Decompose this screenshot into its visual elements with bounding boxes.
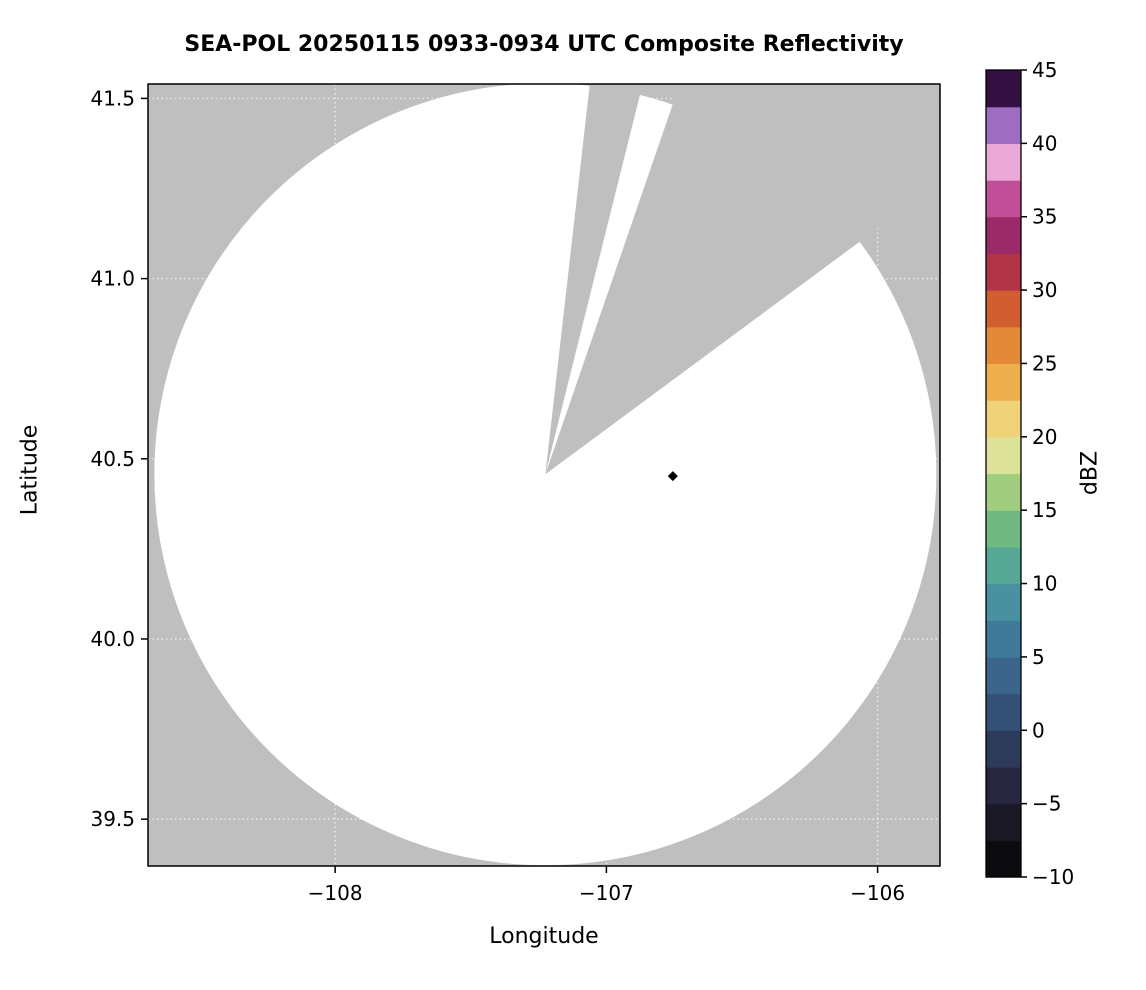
colorbar-segment — [986, 473, 1021, 511]
colorbar-tick-label: −10 — [1032, 865, 1074, 889]
colorbar-segment — [986, 583, 1021, 621]
colorbar-segment — [986, 620, 1021, 658]
x-tick-label: −107 — [579, 881, 634, 905]
y-tick-label: 40.5 — [90, 447, 135, 471]
colorbar-tick-label: 0 — [1032, 718, 1045, 742]
colorbar-frame — [985, 69, 1022, 878]
colorbar-tick-label: 10 — [1032, 572, 1057, 596]
colorbar-tick-label: 30 — [1032, 278, 1057, 302]
colorbar-tick-label: 40 — [1032, 131, 1057, 155]
colorbar-segment — [986, 510, 1021, 548]
colorbar-tick-label: 15 — [1032, 498, 1057, 522]
colorbar-segment — [986, 730, 1021, 768]
colorbar-segment — [986, 326, 1021, 365]
x-tick-label: −108 — [308, 881, 363, 905]
colorbar-tick-label: −5 — [1032, 792, 1061, 816]
y-axis-label: Latitude — [17, 424, 43, 516]
colorbar-segment — [986, 436, 1021, 475]
chart-title: SEA-POL 20250115 0933-0934 UTC Composite… — [184, 32, 904, 57]
missing-data-sector — [545, 84, 940, 475]
y-tick-label: 41.5 — [90, 86, 135, 110]
colorbar-tick-label: 5 — [1032, 645, 1045, 669]
colorbar-segment — [986, 840, 1021, 878]
map-area — [148, 84, 940, 866]
colorbar-segment — [986, 70, 1021, 108]
missing-data-sector — [545, 84, 643, 475]
colorbar-segment — [986, 143, 1021, 181]
colorbar-segment — [986, 180, 1021, 218]
radar-site-marker — [667, 471, 678, 482]
x-axis-label: Longitude — [489, 924, 599, 949]
plot-frame — [147, 83, 941, 867]
colorbar-segment — [986, 290, 1021, 328]
colorbar-tick-label: 25 — [1032, 351, 1057, 375]
colorbar-segment — [986, 363, 1021, 401]
colorbar-segment — [986, 400, 1021, 438]
colorbar-segment — [986, 656, 1021, 695]
y-tick-label: 39.5 — [90, 807, 135, 831]
colorbar-segment — [986, 803, 1021, 841]
colorbar-segment — [986, 216, 1021, 255]
colorbar-segment — [986, 546, 1021, 585]
y-tick-label: 41.0 — [90, 267, 135, 291]
colorbar-tick-label: 45 — [1032, 58, 1057, 82]
y-tick-label: 40.0 — [90, 627, 135, 651]
colorbar-tick-label: 35 — [1032, 205, 1057, 229]
colorbar-label: dBZ — [1077, 450, 1103, 496]
colorbar-segment — [986, 253, 1021, 291]
colorbar-segment — [986, 766, 1021, 805]
colorbar-segment — [986, 106, 1021, 144]
colorbar-segment — [986, 693, 1021, 731]
x-tick-label: −106 — [850, 881, 905, 905]
colorbar-tick-label: 20 — [1032, 425, 1057, 449]
